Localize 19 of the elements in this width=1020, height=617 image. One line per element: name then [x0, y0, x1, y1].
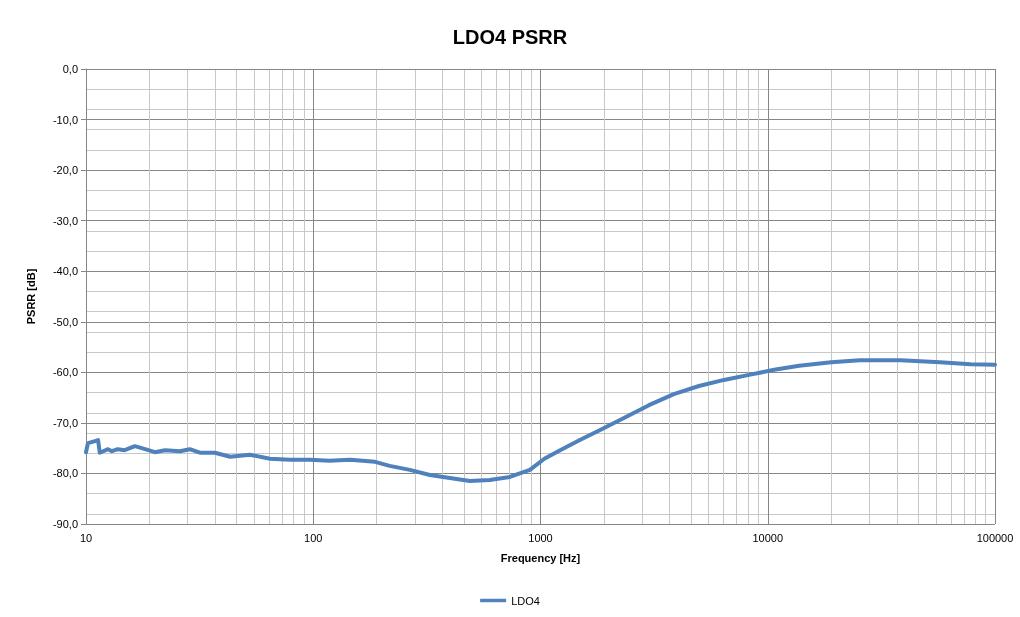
- x-tick-label: 100000: [976, 531, 1014, 544]
- y-tick-label: -60,0: [52, 366, 78, 379]
- y-axis-title: PSRR [dB]: [24, 268, 37, 325]
- y-tick-label: -70,0: [52, 416, 78, 429]
- y-tick-label: 0,0: [62, 63, 78, 75]
- x-tick-label: 100: [304, 531, 323, 544]
- y-tick-label: -10,0: [52, 113, 78, 126]
- chart-title: LDO4 PSRR: [452, 26, 568, 48]
- y-tick-label: -90,0: [52, 518, 78, 530]
- x-tick-label: 1000: [528, 531, 553, 544]
- y-tick-label: -50,0: [52, 315, 78, 328]
- y-tick-label: -30,0: [52, 214, 78, 227]
- y-tick-label: -20,0: [52, 164, 78, 177]
- y-tick-label: -80,0: [52, 467, 78, 480]
- x-tick-label: 10000: [752, 531, 784, 544]
- x-axis-title: Frequency [Hz]: [500, 551, 581, 564]
- legend-label: LDO4: [511, 594, 540, 607]
- x-tick-label: 10: [79, 531, 93, 544]
- y-tick-label: -40,0: [52, 265, 78, 278]
